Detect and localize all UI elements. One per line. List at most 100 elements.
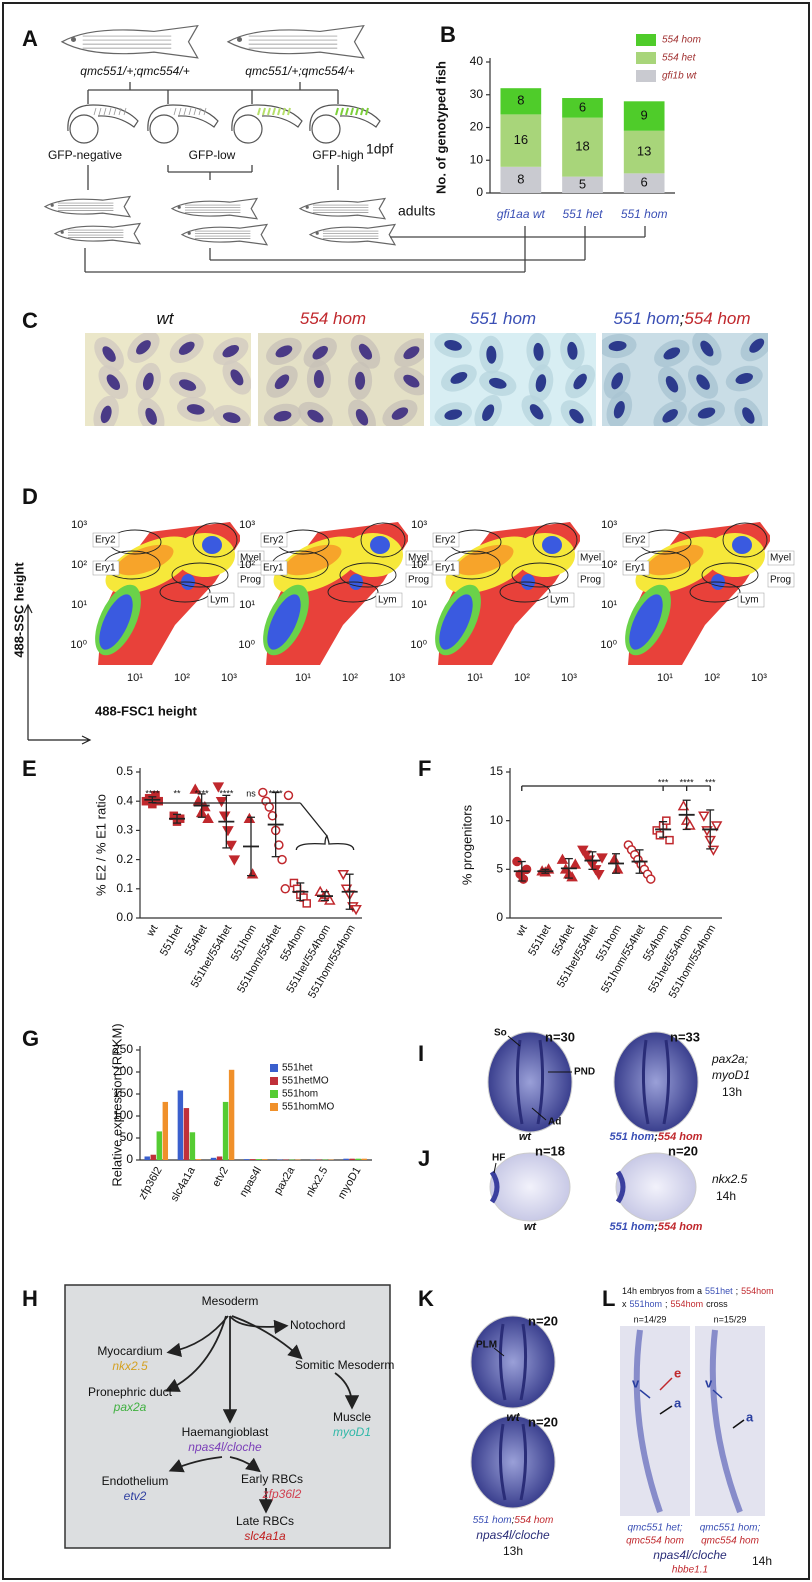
nucleus: [444, 340, 462, 351]
embryo-yolk: [311, 114, 341, 144]
gate-label: Myel: [240, 553, 261, 564]
embryo-image: [470, 1415, 556, 1509]
data-point: [274, 840, 284, 850]
nucleus: [358, 343, 373, 360]
y-tick-label: 10¹: [601, 599, 617, 611]
x-tick-label: 10¹: [127, 672, 143, 684]
gate-label: Lym: [740, 595, 759, 606]
node-label: Notochord: [290, 1318, 345, 1332]
micrograph: [85, 333, 251, 426]
y-tick-label: 10³: [239, 519, 255, 531]
genotype-part: wt: [524, 1221, 538, 1233]
gate-label: Ery1: [95, 563, 116, 574]
bar: [243, 1159, 250, 1160]
y-tick-label: 30: [470, 87, 484, 101]
x-tick-label: 10¹: [295, 672, 311, 684]
nucleus: [569, 408, 584, 424]
embryo-somite: [188, 107, 192, 116]
caption-part: x: [622, 1299, 627, 1309]
significance: ****: [680, 777, 695, 787]
micrograph: [258, 333, 424, 426]
y-tick-label: 0.2: [116, 852, 133, 866]
embryo-image: [489, 1152, 571, 1222]
fish-eye: [236, 36, 243, 43]
y-tick-label: 10⁰: [410, 639, 427, 651]
flow-plot: [625, 522, 770, 665]
legend-swatch: [636, 34, 656, 46]
bar: [216, 1156, 223, 1160]
x-tick-label: gfi1aa wt: [497, 207, 546, 221]
embryo-image: [613, 1031, 699, 1133]
pointer: [507, 1035, 521, 1047]
stain-stripe: [519, 1423, 528, 1501]
genotype: wt: [519, 1131, 533, 1143]
panel-letter: G: [22, 1026, 39, 1051]
embryo-somite: [173, 107, 177, 116]
panel-letter: L: [602, 1286, 615, 1311]
legend-swatch: [270, 1090, 278, 1098]
adults-label: adults: [398, 203, 435, 219]
x-tick-label: 551 het: [562, 207, 603, 221]
stain-spot: [489, 1170, 500, 1204]
diagram-arrow: [164, 1315, 227, 1392]
density-peak: [629, 594, 663, 650]
nucleus: [533, 342, 544, 361]
significance: ****: [145, 788, 160, 798]
stain-stripe: [641, 1039, 650, 1125]
data-point: [611, 863, 624, 874]
node-gene: myoD1: [333, 1425, 371, 1439]
y-tick-label: 100: [113, 1108, 133, 1122]
nucleus: [482, 404, 495, 421]
gate: [511, 562, 569, 588]
nucleus: [391, 407, 409, 420]
significance: ***: [658, 777, 669, 787]
bar: [144, 1156, 150, 1160]
density-high: [456, 544, 514, 576]
nucleus: [307, 409, 324, 423]
bar-segment: [562, 98, 603, 118]
legend-swatch: [270, 1077, 278, 1085]
bar: [195, 1159, 202, 1160]
gate-label: Myel: [408, 553, 429, 564]
caption: x 551hom; 554hom cross: [622, 1299, 728, 1309]
embryo-somite: [257, 107, 261, 116]
y-tick-label: 10³: [411, 519, 427, 531]
fish-body: [170, 197, 259, 220]
n-label: n=14/29: [634, 1314, 667, 1324]
bar-segment: [562, 176, 603, 193]
y-tick-label: 10¹: [411, 599, 427, 611]
bar-segment: [500, 114, 542, 167]
x-tick-label: npas4l: [238, 1165, 265, 1199]
gate-label: Ery2: [263, 535, 284, 546]
node-gene: nkx2.5: [112, 1359, 148, 1373]
stage: 13h: [722, 1085, 742, 1099]
stain-stripe: [498, 1423, 507, 1501]
nucleus: [573, 373, 587, 390]
stain-stripe: [536, 1039, 545, 1125]
pointer: [493, 1347, 505, 1357]
gate: [499, 581, 551, 603]
y-tick-label: 10²: [71, 559, 87, 571]
pointer: [732, 1419, 745, 1429]
genotype-part: ;: [654, 1221, 658, 1233]
data-point: [280, 884, 291, 894]
landmark: Ad: [548, 1117, 561, 1128]
nucleus: [749, 338, 765, 353]
n-label: n=20: [528, 1414, 558, 1429]
micrograph-title-part: ;: [680, 309, 685, 328]
gate: [689, 581, 741, 603]
pointer: [639, 1389, 651, 1399]
data-point: [215, 796, 228, 808]
genotype-part: 551 hom: [610, 1221, 655, 1233]
significance: ***: [705, 777, 716, 787]
y-tick-label: 15: [490, 764, 504, 778]
significance: ****: [219, 788, 234, 798]
bar: [343, 1158, 349, 1160]
fish-drawing: [43, 195, 132, 218]
x-tick-label: wt: [514, 923, 530, 939]
nucleus: [486, 345, 497, 364]
gate-label-bg: [577, 572, 605, 588]
gate-label-bg: [622, 532, 650, 548]
y-tick-label: 0: [496, 910, 503, 924]
